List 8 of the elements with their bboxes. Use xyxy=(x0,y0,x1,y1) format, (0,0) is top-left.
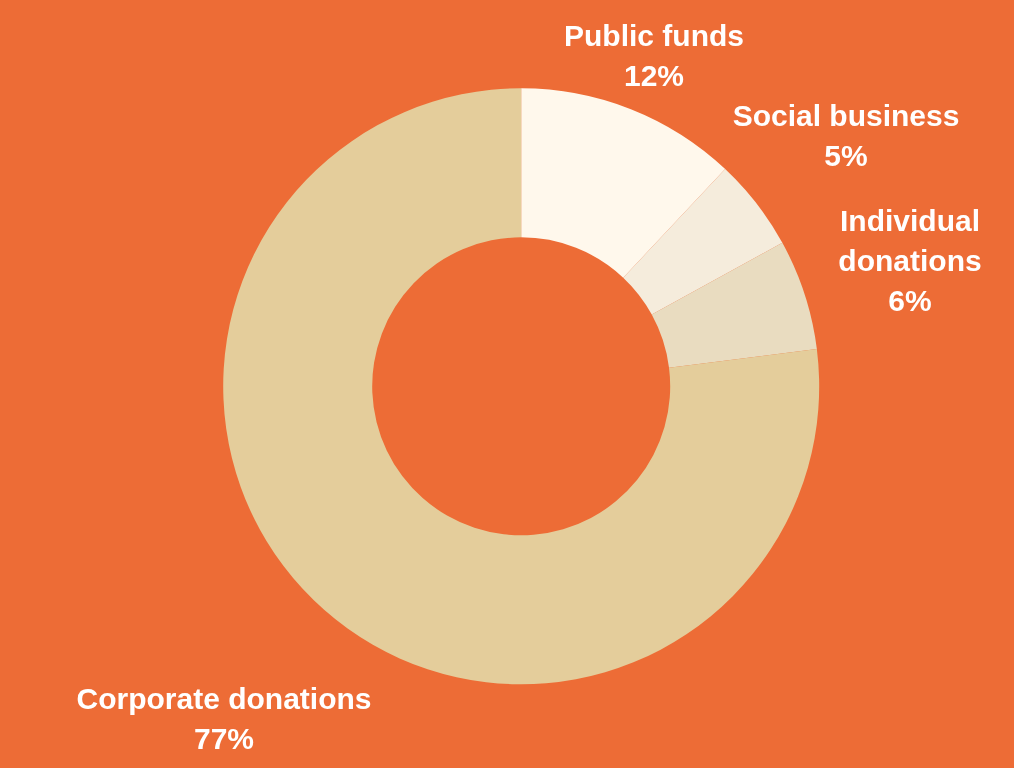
data-label: 6% xyxy=(888,283,932,317)
data-label: 77% xyxy=(193,721,255,755)
data-label: 5% xyxy=(824,138,868,172)
slice-label: Public funds xyxy=(564,18,744,52)
slice-label: Individual donations xyxy=(838,203,982,277)
slice-label: Social business xyxy=(732,98,960,132)
data-label: 12% xyxy=(623,58,685,92)
slice-label: Corporate donations xyxy=(76,681,372,715)
